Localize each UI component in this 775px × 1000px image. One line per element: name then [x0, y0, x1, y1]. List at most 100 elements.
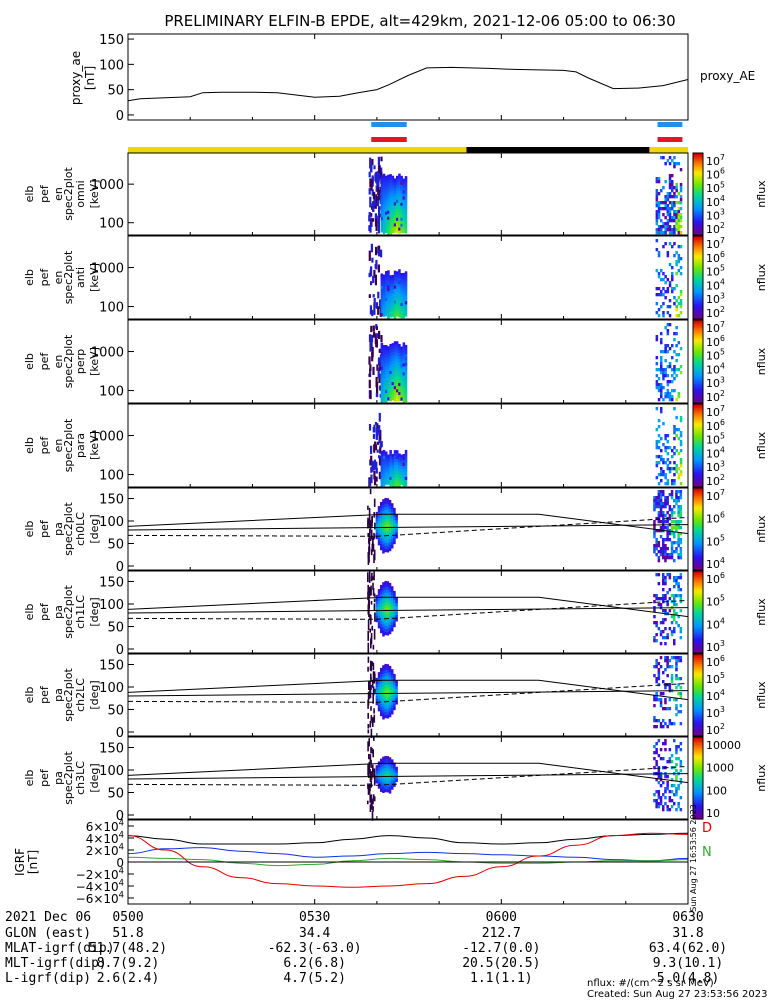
colorbar-tick-label: 103: [706, 639, 725, 654]
colorbar-segment: [693, 699, 703, 702]
heatmap-cell: [384, 755, 387, 760]
heatmap-cell: [384, 767, 387, 772]
heatmap-cell: [657, 434, 661, 438]
heatmap-cell: [389, 450, 392, 454]
heatmap-cell: [386, 513, 390, 517]
heatmap-cell: [375, 683, 379, 688]
heatmap-cell: [393, 700, 396, 705]
heatmap-cell: [395, 766, 398, 771]
heatmap-cell: [377, 619, 381, 623]
heatmap-cell: [660, 467, 663, 471]
heatmap-cell: [387, 312, 390, 316]
heatmap-cell: [377, 693, 381, 697]
heatmap-cell: [655, 386, 659, 390]
colorbar-segment: [693, 715, 703, 719]
heatmap-cell: [677, 576, 680, 580]
heatmap-cell: [398, 356, 401, 360]
heatmap-cell: [387, 373, 390, 377]
heatmap-cell: [404, 362, 408, 367]
colorbar-segment: [693, 316, 703, 320]
heatmap-cell: [373, 768, 376, 779]
heatmap-cell: [679, 748, 683, 752]
heatmap-cell: [675, 326, 678, 330]
heatmap-cell: [662, 630, 665, 634]
colorbar-segment: [693, 445, 703, 449]
heatmap-cell: [398, 206, 401, 210]
heatmap-cell: [679, 458, 683, 462]
heatmap-cell: [384, 663, 387, 668]
heatmap-cell: [395, 520, 398, 524]
heatmap-cell: [659, 514, 663, 518]
heatmap-cell: [388, 514, 392, 519]
heatmap-cell: [380, 280, 384, 284]
heatmap-cell: [673, 550, 676, 554]
heatmap-cell: [379, 363, 382, 371]
colorbar-segment: [693, 230, 703, 234]
y-tick-label: 50: [107, 84, 124, 99]
heatmap-cell: [675, 449, 678, 453]
heatmap-cell: [372, 662, 375, 671]
colorbar-segment: [693, 449, 703, 453]
heatmap-cell: [679, 742, 683, 746]
heatmap-cell: [382, 482, 386, 487]
heatmap-cell: [662, 458, 665, 462]
heatmap-cell: [655, 633, 658, 637]
heatmap-cell: [398, 230, 401, 234]
heatmap-cell: [398, 296, 401, 300]
heatmap-cell: [380, 596, 383, 601]
heatmap-cell: [657, 802, 661, 806]
heatmap-cell: [664, 225, 667, 229]
heatmap-cell: [377, 690, 381, 694]
heatmap-cell: [372, 582, 374, 590]
colorbar-segment: [693, 705, 703, 708]
y-tick-label: 100: [99, 515, 124, 530]
heatmap-cell: [673, 793, 676, 797]
colorbar-segment: [693, 482, 703, 486]
heatmap-cell: [393, 599, 396, 604]
heatmap-cell: [380, 667, 383, 672]
heatmap-cell: [380, 673, 383, 678]
heatmap-cell: [659, 775, 663, 779]
heatmap-cell: [389, 231, 392, 235]
heatmap-cell: [657, 440, 661, 444]
heatmap-cell: [377, 367, 380, 379]
heatmap-cell: [671, 189, 674, 193]
heatmap-cell: [402, 463, 406, 467]
heatmap-cell: [384, 530, 387, 535]
heatmap-cell: [385, 390, 388, 394]
heatmap-cell: [370, 780, 373, 788]
heatmap-cell: [666, 502, 669, 506]
colorbar-segment: [693, 802, 703, 806]
loss-cone-line: [127, 762, 689, 784]
heatmap-cell: [380, 712, 383, 717]
colorbar-segment: [693, 559, 703, 563]
heatmap-cell: [386, 543, 390, 547]
colorbar-segment: [693, 382, 703, 385]
sunlight-bar-yellow: [649, 147, 688, 153]
heatmap-cell: [380, 378, 384, 382]
heatmap-cell: [387, 382, 390, 386]
heatmap-cell: [389, 189, 392, 193]
heatmap-cell: [382, 621, 385, 625]
heatmap-cell: [657, 201, 661, 205]
colorbar-tick-label: 103: [706, 375, 725, 390]
heatmap-cell: [391, 777, 394, 781]
colorbar-tick-label: 104: [706, 277, 725, 292]
heatmap-cell: [679, 514, 683, 518]
colorbar-segment: [693, 240, 703, 243]
heatmap-cell: [396, 356, 399, 360]
heatmap-cell: [670, 760, 674, 764]
colorbar-segment: [693, 638, 703, 642]
y-axis-label: pef: [38, 268, 51, 287]
heatmap-cell: [396, 389, 399, 393]
heatmap-cell: [389, 216, 392, 220]
y-axis-label: spec2plot: [62, 502, 75, 556]
colorbar-tick-label: 104: [706, 194, 725, 209]
heatmap-cell: [391, 675, 394, 679]
colorbar-segment: [693, 743, 703, 746]
heatmap-cell: [385, 226, 388, 230]
heatmap-cell: [404, 215, 408, 219]
heatmap-cell: [370, 529, 373, 540]
heatmap-cell: [391, 786, 394, 790]
heatmap-cell: [662, 573, 665, 577]
